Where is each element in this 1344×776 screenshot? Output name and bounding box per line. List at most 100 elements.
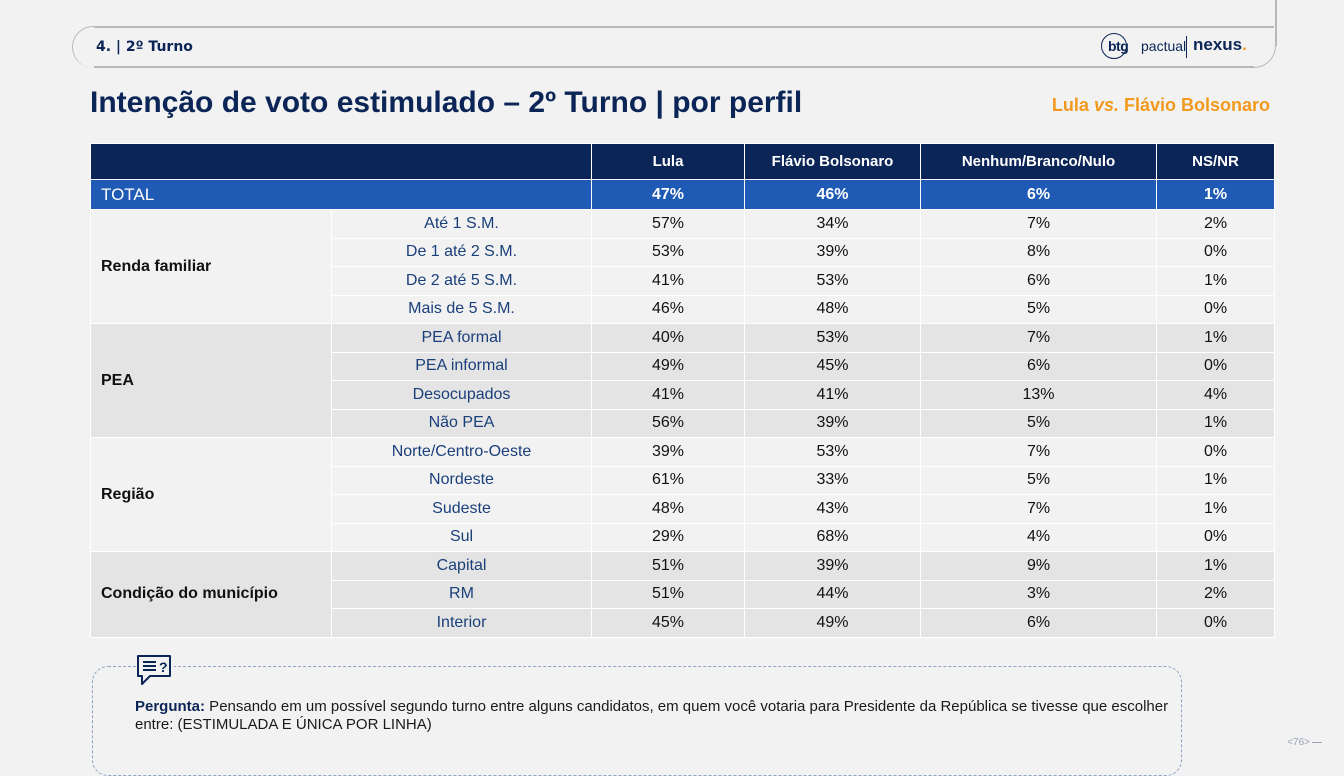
table-cell: 45% <box>591 608 745 638</box>
table-cell: 0% <box>1156 237 1275 267</box>
subgroup-label: PEA formal <box>331 323 592 353</box>
table-cell: 48% <box>591 494 745 524</box>
page-number-line <box>1312 742 1322 743</box>
nexus-logo-text: nexus <box>1193 35 1243 54</box>
table-cell: 33% <box>744 465 921 495</box>
nexus-logo: nexus. <box>1193 35 1247 55</box>
subgroup-label: Mais de 5 S.M. <box>331 294 592 324</box>
table-cell: 1% <box>1156 323 1275 353</box>
table-cell: 43% <box>744 494 921 524</box>
table-cell: 39% <box>744 551 921 581</box>
subgroup-label: Capital <box>331 551 592 581</box>
table-cell: 1% <box>1156 551 1275 581</box>
table-cell: 5% <box>920 294 1157 324</box>
header-frame-top <box>94 26 1274 28</box>
table-cell: 53% <box>744 437 921 467</box>
section-label: 4. | 2º Turno <box>96 39 193 55</box>
table-cell: 6% <box>920 608 1157 638</box>
subgroup-label: De 2 até 5 S.M. <box>331 266 592 296</box>
subgroup-label: RM <box>331 579 592 609</box>
matchup-vs: vs. <box>1093 95 1119 115</box>
table-header-empty <box>90 143 592 180</box>
total-value: 6% <box>920 179 1157 210</box>
header-frame-vertical <box>1275 0 1277 46</box>
subgroup-label: De 1 até 2 S.M. <box>331 237 592 267</box>
table-cell: 1% <box>1156 465 1275 495</box>
matchup-left: Lula <box>1051 95 1094 115</box>
column-header: NS/NR <box>1156 143 1275 180</box>
table-cell: 39% <box>744 237 921 267</box>
table-row: Não PEA 56% 39% 5% 1% <box>91 408 1275 438</box>
table-cell: 7% <box>920 323 1157 353</box>
table-cell: 45% <box>744 351 921 381</box>
table-cell: 5% <box>920 408 1157 438</box>
table-cell: 39% <box>744 408 921 438</box>
table-cell: 68% <box>744 522 921 552</box>
table-row: Nordeste 61% 33% 5% 1% <box>91 465 1275 495</box>
table-cell: 2% <box>1156 209 1275 239</box>
header-frame-right <box>1230 26 1276 68</box>
subgroup-label: PEA informal <box>331 351 592 381</box>
table-cell: 53% <box>591 237 745 267</box>
subgroup-label: Desocupados <box>331 380 592 410</box>
table-cell: 2% <box>1156 579 1275 609</box>
btg-logo-text: btg <box>1108 38 1129 54</box>
table-row: Região Norte/Centro-Oeste 39% 53% 7% 0% <box>90 437 1275 552</box>
table-cell: 7% <box>920 494 1157 524</box>
table-cell: 7% <box>920 437 1157 467</box>
table-cell: 34% <box>744 209 921 239</box>
table-row: RM 51% 44% 3% 2% <box>91 579 1275 609</box>
table-cell: 7% <box>920 209 1157 239</box>
table-cell: 53% <box>744 266 921 296</box>
subgroup-label: Sudeste <box>331 494 592 524</box>
chat-question-icon: ? <box>136 654 174 686</box>
table-cell: 51% <box>591 551 745 581</box>
table-cell: 0% <box>1156 437 1275 467</box>
table-cell: 49% <box>591 351 745 381</box>
column-header: Flávio Bolsonaro <box>744 143 921 180</box>
table-cell: 57% <box>591 209 745 239</box>
question-text: Pergunta: Pensando em um possível segund… <box>135 698 1175 734</box>
table-cell: 5% <box>920 465 1157 495</box>
btg-logo-circle: btg <box>1101 33 1129 59</box>
table-cell: 61% <box>591 465 745 495</box>
total-value: 46% <box>744 179 921 210</box>
table-cell: 1% <box>1156 408 1275 438</box>
table-cell: 41% <box>591 380 745 410</box>
table-row: De 2 até 5 S.M. 41% 53% 6% 1% <box>91 266 1275 296</box>
nexus-logo-dot: . <box>1242 35 1247 54</box>
total-value: 47% <box>591 179 745 210</box>
subgroup-label: Nordeste <box>331 465 592 495</box>
table-cell: 44% <box>744 579 921 609</box>
subgroup-label: Até 1 S.M. <box>331 209 592 239</box>
table-cell: 51% <box>591 579 745 609</box>
table-row: Condição do município Capital 51% 39% 9% 1% <box>90 551 1275 638</box>
vote-intention-table: Lula Flávio Bolsonaro Nenhum/Branco/Nulo… <box>90 143 1275 638</box>
btg-pactual-logo: btg pactual <box>1101 32 1186 60</box>
group-label: Condição do município <box>90 551 332 638</box>
table-cell: 13% <box>920 380 1157 410</box>
logo-divider <box>1186 36 1187 58</box>
group-label: Região <box>90 437 332 552</box>
column-header: Lula <box>591 143 745 180</box>
table-cell: 29% <box>591 522 745 552</box>
table-cell: 4% <box>1156 380 1275 410</box>
table-cell: 6% <box>920 351 1157 381</box>
header-frame-left <box>72 26 112 68</box>
page-number: <76> <box>1287 737 1310 748</box>
table-row: PEA informal 49% 45% 6% 0% <box>91 351 1275 381</box>
header-frame-bottom <box>94 66 1254 68</box>
group-label: Renda familiar <box>90 209 332 324</box>
table-cell: 6% <box>920 266 1157 296</box>
table-cell: 41% <box>591 266 745 296</box>
question-label: Pergunta: <box>135 698 206 715</box>
matchup-label: Lula vs. Flávio Bolsonaro <box>1052 95 1270 116</box>
table-cell: 49% <box>744 608 921 638</box>
subgroup-label: Interior <box>331 608 592 638</box>
table-cell: 40% <box>591 323 745 353</box>
table-header-row: Lula Flávio Bolsonaro Nenhum/Branco/Nulo… <box>90 143 1275 180</box>
table-row: Mais de 5 S.M. 46% 48% 5% 0% <box>91 294 1275 324</box>
group-label: PEA <box>90 323 332 438</box>
table-cell: 53% <box>744 323 921 353</box>
table-row: Sul 29% 68% 4% 0% <box>91 522 1275 552</box>
